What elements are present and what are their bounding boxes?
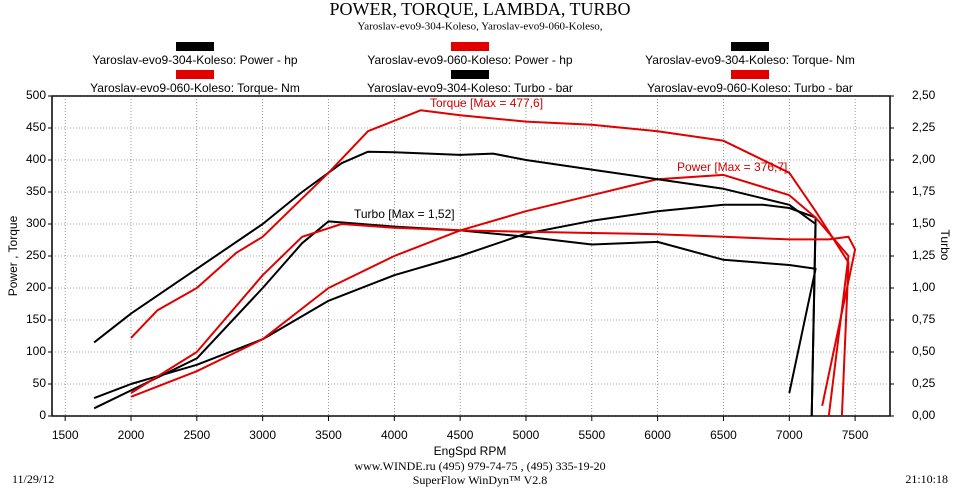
- y-tick-label: 300: [26, 216, 46, 230]
- x-tick-label: 3500: [315, 428, 342, 442]
- y2-tick-label: 0,75: [912, 312, 936, 326]
- credits: www.WINDE.ru (495) 979-74-75 , (495) 335…: [354, 459, 605, 473]
- series-line: [130, 173, 850, 417]
- legend-label: Yaroslav-evo9-060-Koleso: Torque- Nm: [90, 81, 300, 95]
- y-tick-label: 100: [26, 344, 46, 358]
- legend-swatch: [451, 42, 489, 51]
- y-tick-label: 50: [33, 376, 47, 390]
- y-tick-label: 450: [26, 120, 46, 134]
- y2-tick-label: 2,25: [912, 120, 936, 134]
- y-tick-label: 150: [26, 312, 46, 326]
- x-tick-label: 4000: [381, 428, 408, 442]
- legend-label: Yaroslav-evo9-060-Koleso: Power - hp: [367, 53, 573, 67]
- y2-tick-label: 0,25: [912, 376, 936, 390]
- chart-subtitle: Yaroslav-evo9-304-Koleso, Yaroslav-evo9-…: [357, 21, 602, 33]
- date: 11/29/12: [12, 472, 54, 486]
- y2-tick-label: 1,00: [912, 280, 936, 294]
- series-line: [93, 220, 817, 410]
- y2-tick-label: 2,00: [912, 152, 936, 166]
- legend-label: Yaroslav-evo9-304-Koleso: Torque- Nm: [645, 53, 855, 67]
- x-tick-label: 5000: [513, 428, 540, 442]
- x-tick-label: 6000: [644, 428, 671, 442]
- y2-tick-label: 2,50: [912, 88, 936, 102]
- legend-swatch: [731, 42, 769, 51]
- x-tick-label: 5500: [578, 428, 605, 442]
- y2-axis-label: Turbo: [938, 230, 952, 261]
- annotation: Power [Max = 376,7]: [677, 160, 787, 174]
- y2-tick-label: 1,25: [912, 248, 936, 262]
- legend-swatch: [176, 42, 214, 51]
- credits: SuperFlow WinDyn™ V2.8: [413, 473, 548, 487]
- chart-title: POWER, TORQUE, LAMBDA, TURBO: [329, 0, 630, 19]
- legend-swatch: [176, 70, 214, 79]
- x-tick-label: 7500: [842, 428, 869, 442]
- legend-swatch: [451, 70, 489, 79]
- series-line: [130, 109, 850, 417]
- x-tick-label: 2000: [118, 428, 145, 442]
- y-tick-label: 500: [26, 88, 46, 102]
- x-tick-label: 1500: [52, 428, 79, 442]
- time: 21:10:18: [905, 472, 948, 486]
- series-line: [93, 203, 817, 417]
- legend-label: Yaroslav-evo9-304-Koleso: Power - hp: [92, 53, 298, 67]
- annotation: Turbo [Max = 1,52]: [354, 207, 455, 221]
- x-tick-label: 6500: [710, 428, 737, 442]
- legend-swatch: [731, 70, 769, 79]
- y-tick-label: 0: [39, 408, 46, 422]
- legend-label: Yaroslav-evo9-060-Koleso: Turbo - bar: [647, 81, 853, 95]
- y2-tick-label: 0,50: [912, 344, 936, 358]
- x-tick-label: 2500: [183, 428, 210, 442]
- x-tick-label: 7000: [776, 428, 803, 442]
- y-axis-label: Power , Torque: [6, 215, 20, 296]
- series-line: [93, 150, 817, 417]
- y2-tick-label: 1,75: [912, 184, 936, 198]
- x-axis-label: EngSpd RPM: [434, 444, 507, 458]
- y-tick-label: 350: [26, 184, 46, 198]
- y2-tick-label: 1,50: [912, 216, 936, 230]
- series-line: [130, 223, 857, 407]
- y-tick-label: 250: [26, 248, 46, 262]
- x-tick-label: 3000: [249, 428, 276, 442]
- y-tick-label: 200: [26, 280, 46, 294]
- y-tick-label: 400: [26, 152, 46, 166]
- x-tick-label: 4500: [447, 428, 474, 442]
- annotation: Torque [Max = 477,6]: [430, 96, 543, 110]
- legend-label: Yaroslav-evo9-304-Koleso: Turbo - bar: [367, 81, 573, 95]
- y2-tick-label: 0,00: [912, 408, 936, 422]
